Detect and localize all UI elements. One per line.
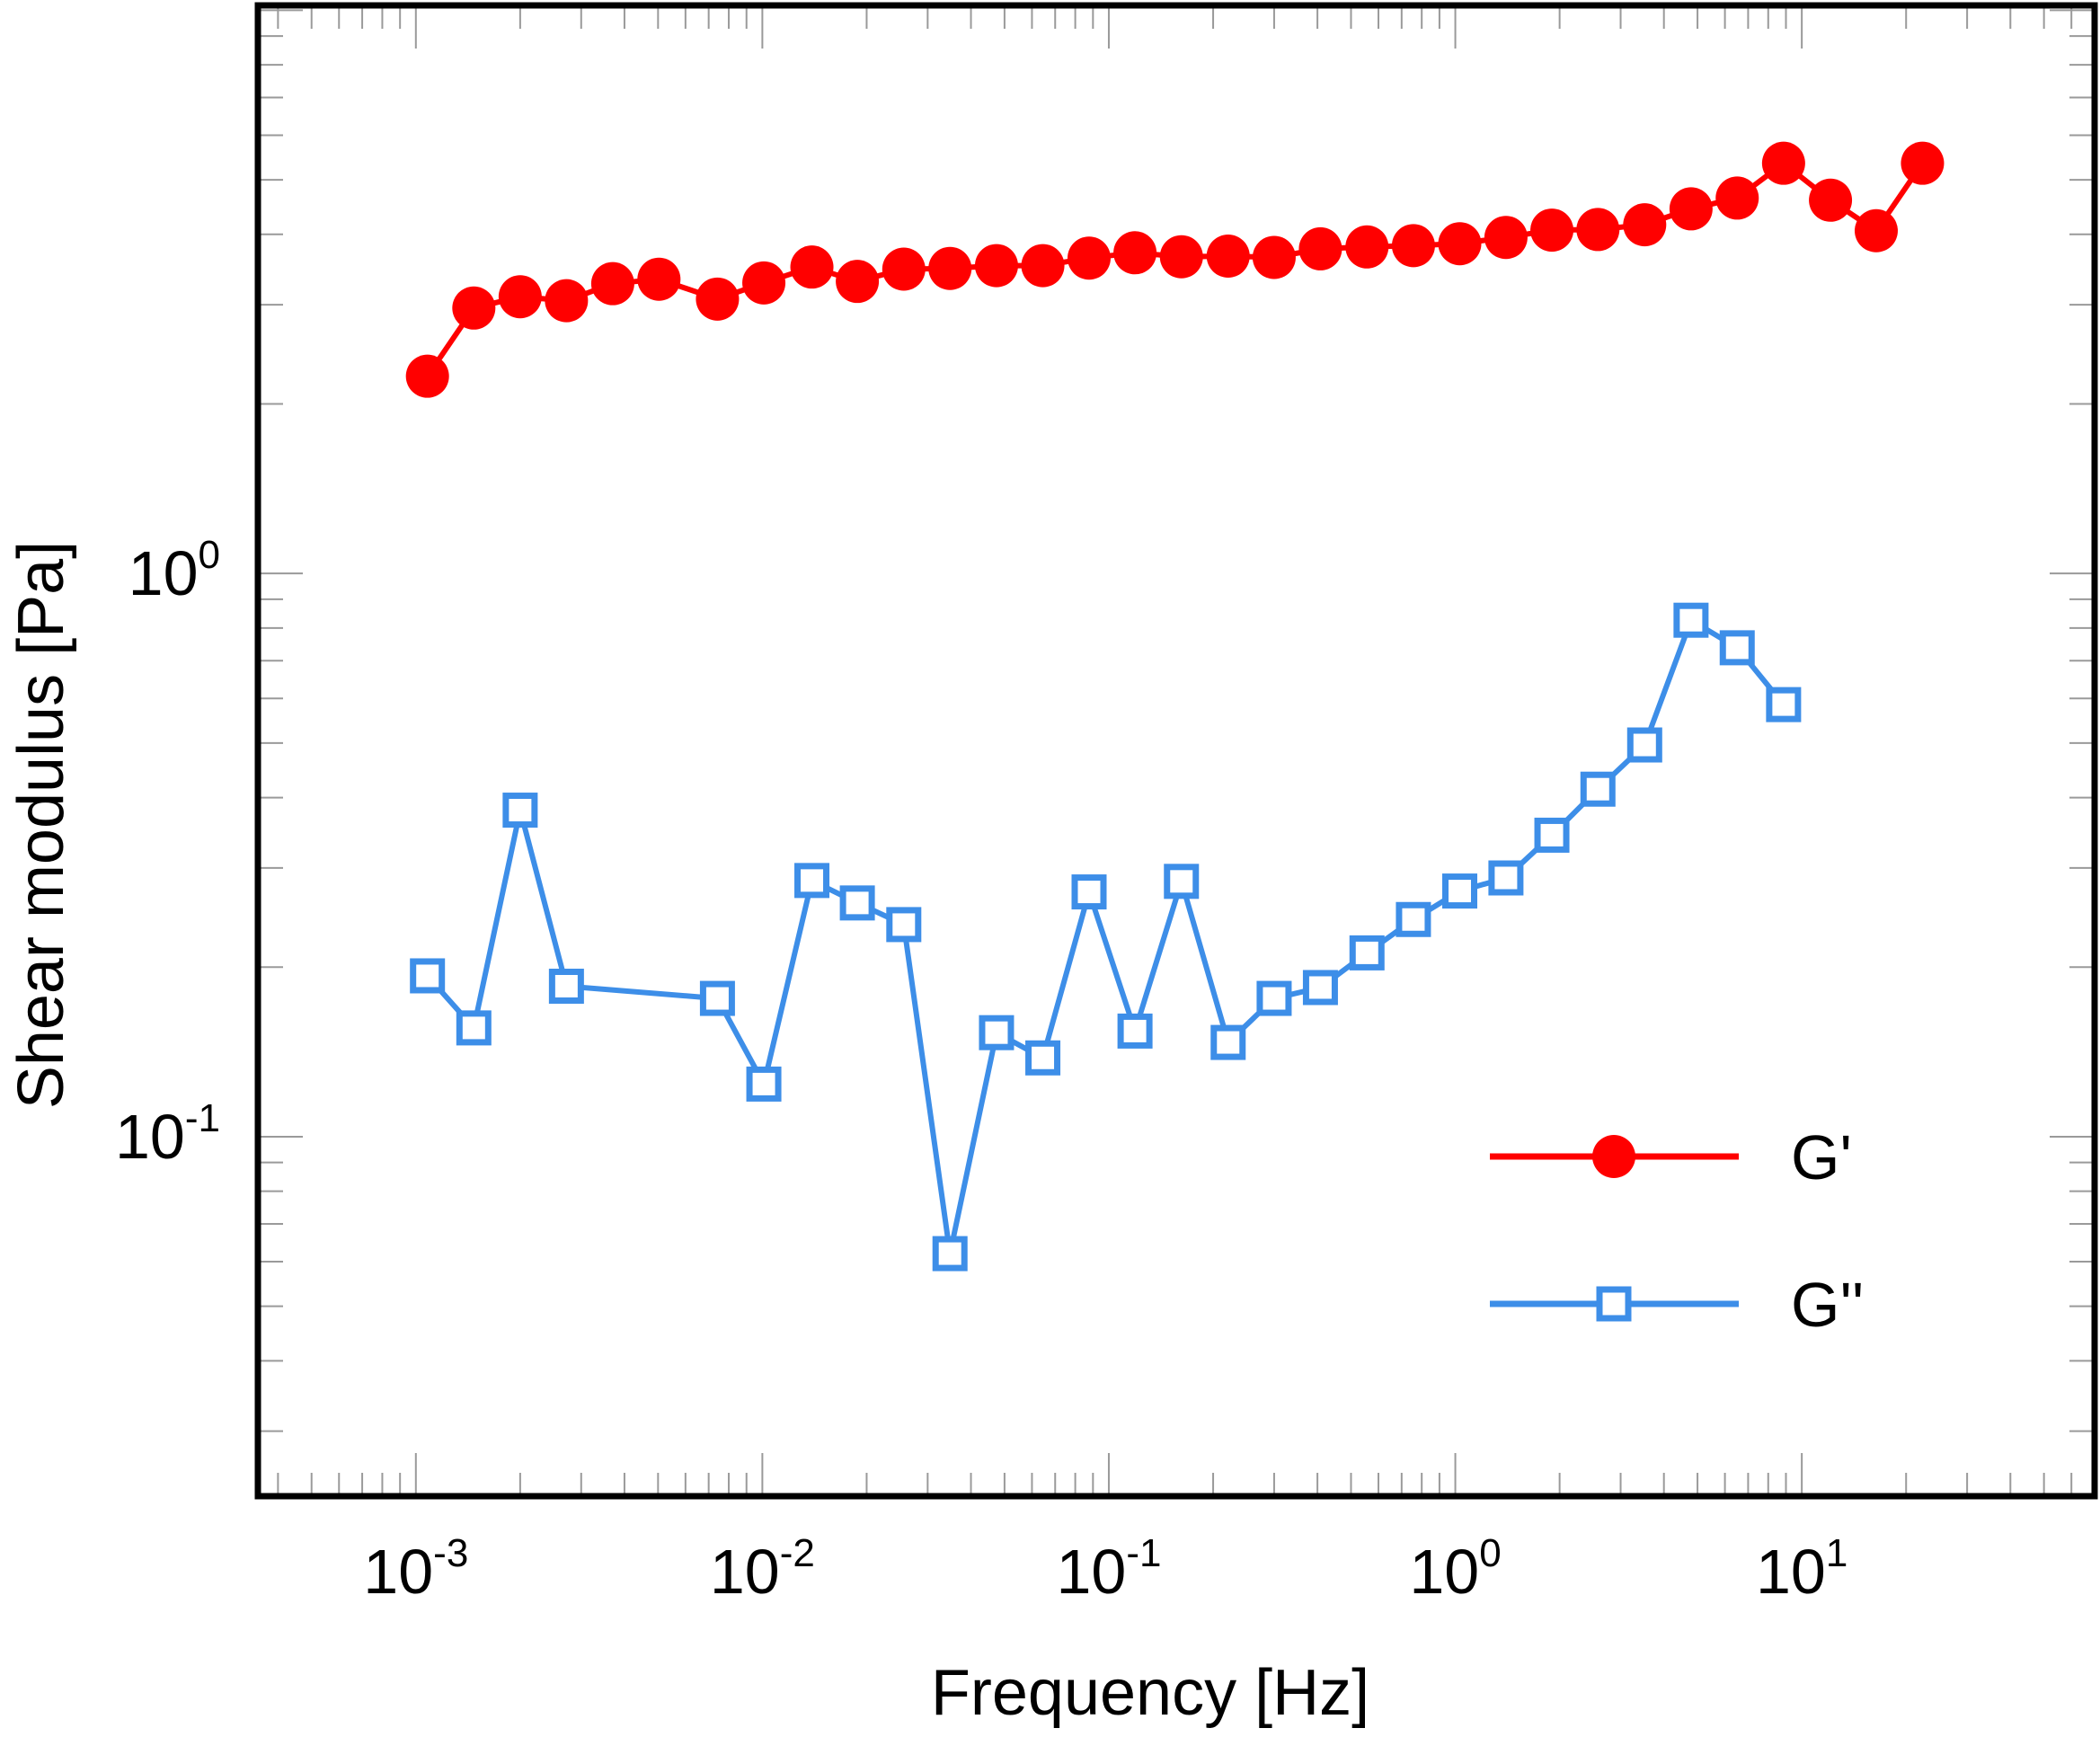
y-tick-label: 10-1 [115, 1096, 220, 1172]
minor-tick-marks [258, 5, 2096, 1496]
g-prime-point [1623, 203, 1667, 247]
g-prime-point [637, 257, 681, 301]
g-double-prime-point [1766, 687, 1802, 722]
major-tick-marks [258, 5, 2095, 1496]
g-double-prime-point [456, 1010, 492, 1046]
g-double-prime-point [1534, 817, 1570, 853]
g-prime-point [545, 279, 589, 323]
g-double-prime-point [1071, 874, 1107, 910]
g-double-prime-point [1117, 1013, 1153, 1049]
x-tick-label: 10-3 [363, 1531, 468, 1607]
g-prime-point [1669, 187, 1713, 231]
g-double-prime-point [410, 958, 446, 994]
g-prime-point [1576, 208, 1620, 252]
x-axis-tick-labels: 10-3 10-2 10-1 100 101 [363, 1531, 1847, 1607]
g-prime-point [498, 275, 542, 319]
g-prime-point [1345, 225, 1389, 269]
g-prime-point [590, 261, 634, 306]
x-tick-base: 10 [1409, 1537, 1479, 1607]
y-tick-label: 100 [128, 533, 220, 608]
g-double-prime-point [1626, 727, 1662, 763]
g-prime-point [742, 261, 786, 305]
g-double-prime-point [1025, 1040, 1061, 1076]
g-prime-point [1159, 235, 1203, 279]
g-double-prime-point [932, 1236, 968, 1272]
g-prime-point [790, 245, 834, 289]
x-tick-exponent: -3 [433, 1531, 468, 1575]
g-double-prime-point [1488, 860, 1524, 896]
g-prime-point [974, 244, 1018, 288]
g-double-prime-point [794, 863, 830, 899]
g-prime-point [1113, 231, 1157, 275]
x-tick-base: 10 [1056, 1537, 1126, 1607]
y-tick-base: 10 [128, 538, 199, 608]
g-prime-point [928, 246, 972, 290]
g-prime-point [405, 354, 449, 398]
g-double-prime-point [1580, 771, 1616, 807]
g-double-prime-point [886, 907, 922, 943]
g-prime-point [1067, 236, 1111, 280]
g-prime-point [1206, 234, 1250, 278]
x-tick-exponent: 1 [1826, 1531, 1847, 1575]
g-double-prime-point [1164, 864, 1200, 900]
legend-g-prime-label: G' [1791, 1122, 1852, 1192]
g-prime-point [1252, 235, 1296, 279]
g-prime-point [1530, 208, 1574, 253]
g-double-prime-point [1442, 873, 1478, 909]
x-tick-base: 10 [363, 1537, 433, 1607]
legend-g-double-prime-label: G'' [1791, 1270, 1864, 1340]
x-tick-exponent: -1 [1126, 1531, 1161, 1575]
y-tick-base: 10 [115, 1102, 185, 1172]
legend: G' G'' [1490, 1122, 1864, 1340]
g-prime-point [1391, 224, 1435, 268]
g-prime-point [1715, 176, 1759, 220]
series-g-double-prime [410, 602, 1802, 1272]
x-tick-label: 101 [1756, 1531, 1847, 1607]
y-tick-exponent: 0 [199, 533, 220, 577]
g-double-prime-point [1256, 980, 1292, 1016]
g-double-prime-point [839, 885, 875, 921]
x-tick-exponent: 0 [1479, 1531, 1501, 1575]
x-axis-title: Frequency [Hz] [931, 1657, 1369, 1729]
y-tick-exponent: -1 [185, 1096, 220, 1140]
g-double-prime-point [1349, 935, 1385, 970]
x-tick-base: 10 [1756, 1537, 1826, 1607]
x-tick-exponent: -2 [780, 1531, 815, 1575]
g-prime-point [696, 277, 740, 321]
g-double-prime-point [1673, 602, 1709, 638]
g-double-prime-point [1396, 901, 1431, 937]
plot-frame [254, 2, 2098, 1500]
legend-g-prime-marker [1592, 1135, 1635, 1178]
g-prime-point [1761, 141, 1805, 185]
g-double-prime-point [699, 980, 735, 1016]
g-prime-point [1021, 244, 1065, 288]
g-prime-point [1901, 141, 1945, 185]
series-line [425, 617, 1786, 1257]
g-prime-point [1484, 216, 1528, 260]
g-prime-point [1809, 178, 1853, 222]
legend-g-double-prime-marker [1596, 1286, 1632, 1322]
g-prime-point [1854, 208, 1898, 253]
x-tick-label: 10-2 [710, 1531, 815, 1607]
y-axis-title: Shear modulus [Pa] [5, 541, 77, 1109]
g-double-prime-point [1210, 1024, 1246, 1060]
g-prime-point [836, 260, 880, 304]
g-double-prime-point [502, 793, 538, 829]
x-tick-base: 10 [710, 1537, 780, 1607]
g-double-prime-point [548, 968, 584, 1004]
g-double-prime-point [979, 1015, 1015, 1050]
series-g-prime [405, 141, 1945, 398]
plot-series [405, 141, 1945, 1272]
g-prime-point [452, 286, 496, 330]
x-tick-label: 100 [1409, 1531, 1501, 1607]
x-tick-label: 10-1 [1056, 1531, 1161, 1607]
g-prime-point [1438, 222, 1482, 266]
g-double-prime-point [1302, 970, 1338, 1006]
g-double-prime-point [746, 1066, 782, 1102]
g-double-prime-point [1719, 630, 1755, 666]
g-prime-point [882, 247, 926, 291]
g-prime-point [1298, 226, 1342, 270]
